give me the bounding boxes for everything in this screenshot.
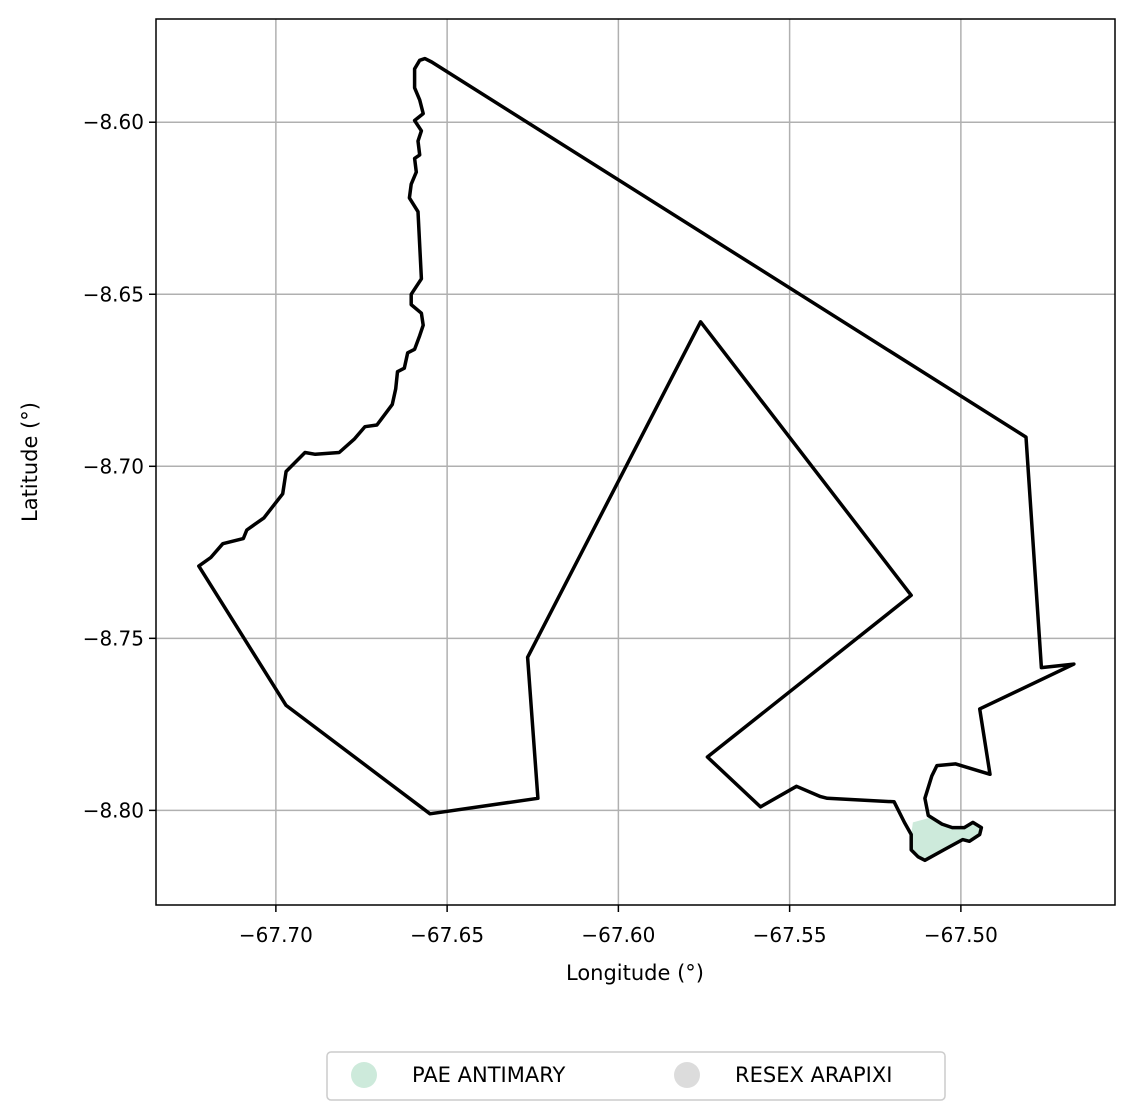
x-axis-ticks: −67.70 −67.65 −67.60 −67.55 −67.50 <box>239 905 998 947</box>
x-tick-label: −67.55 <box>753 923 827 947</box>
x-axis-label: Longitude (°) <box>566 961 704 985</box>
y-tick-label: −8.75 <box>83 626 144 650</box>
legend-swatch-pae-antimary <box>351 1062 377 1088</box>
y-tick-label: −8.70 <box>83 454 144 478</box>
legend-label-pae-antimary: PAE ANTIMARY <box>412 1063 565 1087</box>
x-tick-label: −67.60 <box>581 923 655 947</box>
x-tick-label: −67.70 <box>239 923 313 947</box>
legend-label-resex-arapixi: RESEX ARAPIXI <box>735 1063 892 1087</box>
y-tick-label: −8.80 <box>83 798 144 822</box>
legend-swatch-resex-arapixi <box>674 1062 700 1088</box>
plot-area-frame <box>155 18 1116 906</box>
legend-frame <box>326 1051 946 1101</box>
resex-arapixi-boundary <box>197 56 1076 863</box>
x-tick-label: −67.50 <box>924 923 998 947</box>
x-tick-label: −67.65 <box>410 923 484 947</box>
legend: PAE ANTIMARY RESEX ARAPIXI <box>326 1051 946 1101</box>
grid-lines <box>156 19 1115 905</box>
y-axis-label: Latitude (°) <box>18 402 42 522</box>
y-tick-label: −8.60 <box>83 110 144 134</box>
y-axis-ticks: −8.60 −8.65 −8.70 −8.75 −8.80 <box>83 110 156 822</box>
resex-arapixi-polygon <box>197 56 1076 863</box>
y-tick-label: −8.65 <box>83 282 144 306</box>
